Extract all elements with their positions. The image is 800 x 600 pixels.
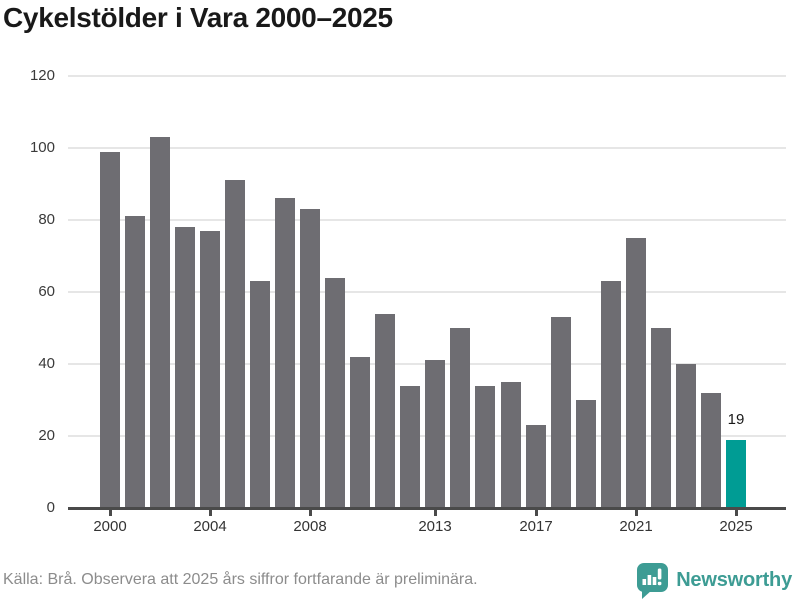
bar-series: [68, 76, 786, 508]
x-axis-label-2008: 2008: [293, 518, 327, 535]
bar-2003: [175, 227, 196, 508]
bar-chart: 0 20 40 60 80 100 120 2000 2004 2008 2013 2017 2021…: [29, 67, 786, 535]
source-note: Källa: Brå. Observera att 2025 års siffr…: [3, 571, 478, 588]
y-axis-label-100: 100: [29, 139, 55, 156]
bar-2021: [625, 238, 646, 508]
x-axis-label-2004: 2004: [193, 518, 227, 535]
bar-2019: [575, 400, 596, 508]
bar-value-label: 19: [727, 410, 745, 428]
x-axis-label-2017: 2017: [519, 518, 553, 535]
bar-2013: [425, 360, 446, 508]
x-axis-tick: [634, 510, 638, 516]
bar-2012: [400, 386, 421, 508]
gridline: [68, 147, 786, 149]
bar-2020: [600, 281, 621, 508]
bar-2018: [550, 317, 571, 508]
bar-2005: [225, 180, 246, 508]
x-axis-label-2013: 2013: [418, 518, 452, 535]
x-axis-tick: [208, 510, 212, 516]
bar-2002: [150, 137, 171, 508]
bar-2024: [700, 393, 721, 508]
bar-2017: [525, 425, 546, 508]
chart-footer: Källa: Brå. Observera att 2025 års siffr…: [3, 561, 792, 599]
y-axis-label-120: 120: [29, 67, 55, 84]
bar-2011: [375, 314, 396, 508]
bar-2010: [350, 357, 371, 508]
newsworthy-logo: Newsworthy: [636, 562, 792, 599]
x-axis-tick: [108, 510, 112, 516]
bar-2009: [325, 278, 346, 508]
y-axis-label-20: 20: [38, 427, 55, 444]
bar-2007: [275, 198, 296, 508]
bar-2015: [475, 386, 496, 508]
x-axis-tick: [734, 510, 738, 516]
gridline: [68, 219, 786, 221]
bar-2006: [250, 281, 271, 508]
bar-2016: [500, 382, 521, 508]
x-axis-label-2021: 2021: [619, 518, 653, 535]
x-axis-label-2025: 2025: [719, 518, 753, 535]
gridline: [68, 291, 786, 293]
bar-2008: [300, 209, 321, 508]
bar-2022: [650, 328, 671, 508]
gridline: [68, 75, 786, 77]
bar-2023: [675, 364, 696, 508]
newsworthy-logo-icon: [637, 562, 669, 599]
y-axis-label-0: 0: [46, 499, 55, 516]
chart-title: Cykelstölder i Vara 2000–2025: [3, 2, 393, 33]
newsworthy-logo-text: Newsworthy: [676, 568, 792, 591]
x-axis-tick: [534, 510, 538, 516]
y-axis-label-60: 60: [38, 283, 55, 300]
x-axis-tick: [433, 510, 437, 516]
x-axis-line: [68, 507, 786, 510]
bar-2000: [100, 152, 120, 508]
x-axis-tick: [308, 510, 312, 516]
bar-2025: [725, 440, 746, 508]
bar-2001: [125, 216, 146, 508]
y-axis-label-80: 80: [38, 211, 55, 228]
bar-2014: [450, 328, 471, 508]
x-axis-label-2000: 2000: [93, 518, 127, 535]
y-axis-label-40: 40: [38, 355, 55, 372]
bar-2004: [200, 231, 221, 508]
